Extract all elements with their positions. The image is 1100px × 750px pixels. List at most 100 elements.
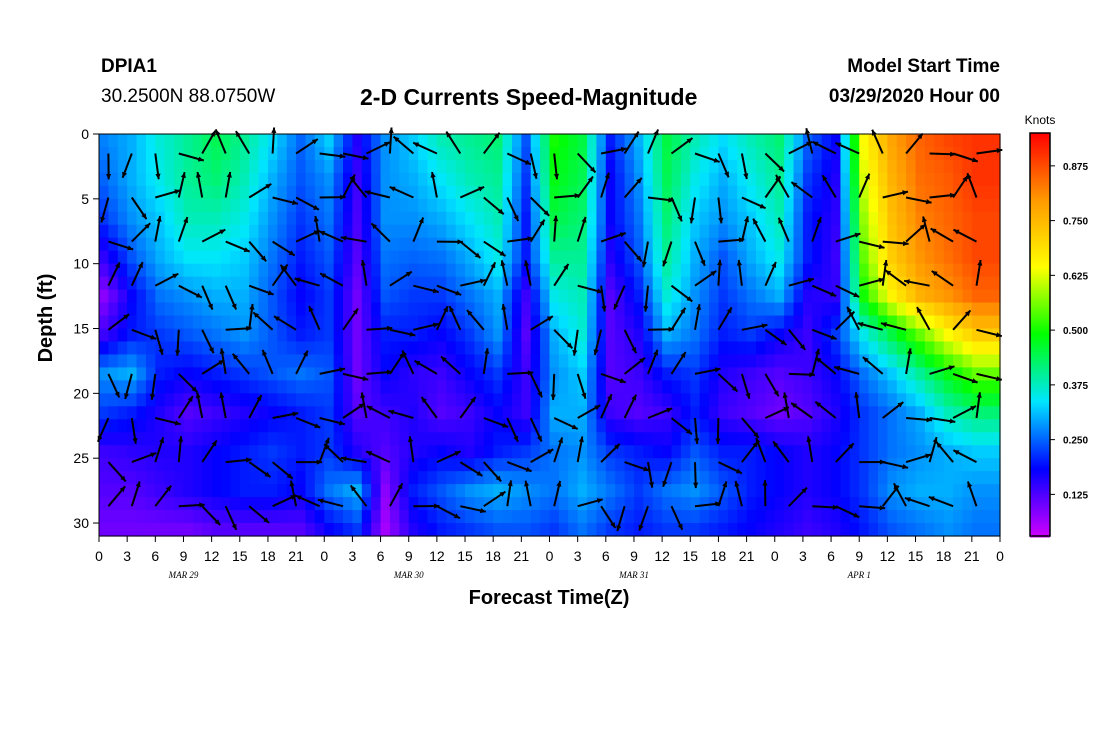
heatmap-cell — [399, 238, 409, 252]
heatmap-cell — [296, 212, 306, 226]
heatmap-cell — [812, 380, 822, 394]
heatmap-cell — [550, 432, 560, 446]
heatmap-cell — [371, 354, 381, 368]
heatmap-cell — [296, 329, 306, 343]
heatmap-cell — [446, 251, 456, 265]
heatmap-cell — [812, 251, 822, 265]
heatmap-cell — [653, 264, 663, 278]
heatmap-cell — [418, 445, 428, 459]
heatmap-cell — [324, 199, 334, 213]
heatmap-cell — [381, 341, 391, 355]
heatmap-cell — [972, 471, 982, 485]
heatmap-cell — [305, 264, 315, 278]
heatmap-cell — [230, 186, 240, 200]
heatmap-cell — [822, 160, 832, 174]
heatmap-cell — [521, 419, 531, 433]
heatmap-cell — [465, 445, 475, 459]
heatmap-cell — [887, 354, 897, 368]
heatmap-cell — [99, 264, 109, 278]
heatmap-cell — [343, 212, 353, 226]
heatmap-cell — [381, 471, 391, 485]
heatmap-cell — [944, 471, 954, 485]
heatmap-cell — [803, 303, 813, 317]
heatmap-cell — [934, 445, 944, 459]
heatmap-cell — [503, 160, 513, 174]
heatmap-cell — [869, 471, 879, 485]
heatmap-cell — [606, 329, 616, 343]
heatmap-cell — [878, 367, 888, 381]
heatmap-cell — [559, 316, 569, 330]
heatmap-cell — [850, 484, 860, 498]
heatmap-cell — [531, 497, 541, 511]
heatmap-cell — [916, 341, 926, 355]
heatmap-cell — [484, 471, 494, 485]
heatmap-cell — [700, 186, 710, 200]
heatmap-cell — [981, 160, 991, 174]
heatmap-cell — [193, 510, 203, 524]
heatmap-cell — [794, 225, 804, 239]
heatmap-cell — [296, 523, 306, 537]
heatmap-cell — [718, 406, 728, 420]
heatmap-cell — [230, 251, 240, 265]
heatmap-cell — [381, 277, 391, 291]
heatmap-cell — [869, 432, 879, 446]
heatmap-cell — [615, 186, 625, 200]
heatmap-cell — [427, 160, 437, 174]
heatmap-cell — [981, 341, 991, 355]
heatmap-cell — [559, 406, 569, 420]
heatmap-cell — [474, 264, 484, 278]
heatmap-cell — [944, 406, 954, 420]
heatmap-cell — [803, 393, 813, 407]
heatmap-cell — [840, 471, 850, 485]
heatmap-cell — [953, 497, 963, 511]
heatmap-cell — [934, 419, 944, 433]
heatmap-cell — [596, 225, 606, 239]
heatmap-cell — [418, 523, 428, 537]
heatmap-cell — [681, 380, 691, 394]
heatmap-cell — [493, 341, 503, 355]
heatmap-cell — [681, 458, 691, 472]
heatmap-cell — [427, 134, 437, 148]
heatmap-cell — [503, 354, 513, 368]
heatmap-cell — [352, 419, 362, 433]
heatmap-cell — [690, 445, 700, 459]
heatmap-cell — [916, 419, 926, 433]
heatmap-cell — [822, 277, 832, 291]
heatmap-cell — [287, 445, 297, 459]
heatmap-cell — [277, 134, 287, 148]
heatmap-cell — [681, 445, 691, 459]
heatmap-cell — [465, 160, 475, 174]
heatmap-cell — [700, 212, 710, 226]
heatmap-cell — [315, 329, 325, 343]
heatmap-cell — [794, 445, 804, 459]
heatmap-cell — [803, 225, 813, 239]
heatmap-cell — [578, 316, 588, 330]
heatmap-cell — [568, 173, 578, 187]
heatmap-cell — [653, 510, 663, 524]
heatmap-cell — [259, 406, 269, 420]
heatmap-cell — [812, 523, 822, 537]
heatmap-cell — [108, 523, 118, 537]
heatmap-cell — [578, 523, 588, 537]
heatmap-cell — [944, 251, 954, 265]
heatmap-cell — [418, 484, 428, 498]
heatmap-cell — [859, 264, 869, 278]
heatmap-cell — [718, 277, 728, 291]
heatmap-cell — [653, 316, 663, 330]
heatmap-cell — [334, 406, 344, 420]
heatmap-cell — [202, 471, 212, 485]
heatmap-cell — [127, 290, 137, 304]
heatmap-cell — [981, 471, 991, 485]
heatmap-cell — [381, 497, 391, 511]
heatmap-cell — [484, 316, 494, 330]
heatmap-cell — [409, 264, 419, 278]
heatmap-cell — [850, 277, 860, 291]
heatmap-cell — [155, 303, 165, 317]
heatmap-cell — [352, 134, 362, 148]
heatmap-cell — [775, 393, 785, 407]
heatmap-cell — [127, 406, 137, 420]
heatmap-cell — [221, 264, 231, 278]
heatmap-cell — [953, 134, 963, 148]
heatmap-cell — [925, 432, 935, 446]
heatmap-cell — [230, 147, 240, 161]
